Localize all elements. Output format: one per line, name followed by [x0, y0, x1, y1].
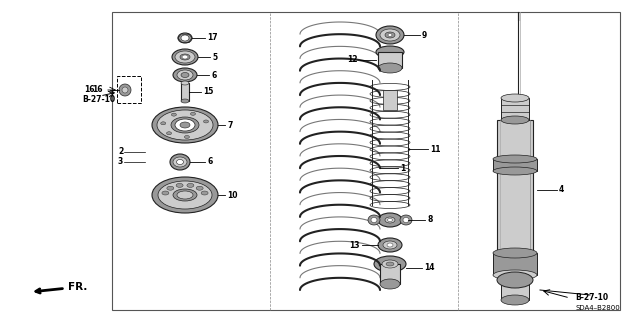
Ellipse shape — [152, 107, 218, 143]
Ellipse shape — [403, 218, 409, 222]
Ellipse shape — [378, 63, 402, 73]
Bar — [181, 83, 189, 101]
Ellipse shape — [161, 122, 166, 125]
Bar — [112, 12, 620, 310]
Ellipse shape — [497, 272, 533, 288]
Ellipse shape — [173, 189, 197, 201]
Ellipse shape — [382, 260, 398, 268]
Ellipse shape — [383, 241, 397, 249]
Ellipse shape — [119, 84, 131, 96]
Ellipse shape — [493, 155, 537, 163]
Text: 9: 9 — [422, 30, 428, 39]
Ellipse shape — [181, 99, 189, 103]
Ellipse shape — [175, 51, 195, 63]
Ellipse shape — [376, 26, 404, 44]
Text: 7: 7 — [227, 121, 232, 130]
Ellipse shape — [385, 32, 395, 38]
Ellipse shape — [388, 34, 392, 36]
Ellipse shape — [368, 215, 380, 225]
Ellipse shape — [184, 135, 189, 139]
Text: SDA4–B2800: SDA4–B2800 — [575, 305, 620, 311]
Text: 8: 8 — [427, 215, 433, 225]
Ellipse shape — [376, 46, 404, 58]
Text: 12: 12 — [348, 55, 358, 65]
Ellipse shape — [493, 248, 537, 258]
Ellipse shape — [501, 295, 529, 305]
Ellipse shape — [181, 35, 189, 41]
Text: FR.: FR. — [36, 282, 88, 293]
Ellipse shape — [187, 183, 194, 188]
Ellipse shape — [493, 270, 537, 280]
Ellipse shape — [172, 49, 198, 65]
Text: B-27-10: B-27-10 — [82, 95, 115, 105]
Bar — [497, 120, 533, 265]
Ellipse shape — [501, 116, 529, 124]
Text: 5: 5 — [212, 52, 217, 61]
Bar — [383, 90, 397, 110]
Ellipse shape — [157, 110, 213, 140]
Ellipse shape — [177, 159, 184, 164]
Ellipse shape — [501, 94, 529, 102]
Bar — [501, 98, 529, 120]
Ellipse shape — [181, 73, 189, 77]
Text: 11: 11 — [430, 145, 440, 154]
Bar — [378, 52, 402, 68]
Ellipse shape — [176, 183, 183, 188]
Text: 16: 16 — [93, 85, 103, 94]
Bar — [501, 275, 529, 300]
Text: 6: 6 — [211, 70, 216, 79]
Text: 1: 1 — [400, 164, 405, 173]
Ellipse shape — [167, 186, 174, 190]
Ellipse shape — [173, 68, 197, 82]
Text: B-27-10: B-27-10 — [575, 293, 608, 302]
Text: 15: 15 — [203, 87, 213, 97]
Ellipse shape — [166, 132, 172, 135]
Ellipse shape — [371, 218, 377, 222]
Text: 10: 10 — [227, 190, 237, 199]
Ellipse shape — [378, 238, 402, 252]
Bar — [493, 253, 537, 275]
Ellipse shape — [374, 256, 406, 272]
Ellipse shape — [380, 29, 400, 41]
Text: 16: 16 — [84, 85, 95, 94]
Ellipse shape — [171, 117, 199, 133]
Text: 2: 2 — [118, 148, 124, 156]
Ellipse shape — [122, 87, 128, 93]
Text: 6: 6 — [207, 157, 212, 166]
Ellipse shape — [180, 54, 190, 60]
Ellipse shape — [178, 33, 192, 43]
Ellipse shape — [493, 167, 537, 175]
Ellipse shape — [172, 113, 177, 116]
Ellipse shape — [191, 112, 195, 115]
Ellipse shape — [387, 219, 392, 221]
Ellipse shape — [180, 122, 190, 128]
Ellipse shape — [177, 70, 193, 80]
Ellipse shape — [177, 191, 193, 199]
Ellipse shape — [380, 279, 400, 289]
Ellipse shape — [378, 213, 402, 227]
Ellipse shape — [158, 181, 212, 209]
Ellipse shape — [204, 120, 209, 123]
Bar — [493, 159, 537, 171]
Ellipse shape — [387, 243, 393, 247]
Text: 4: 4 — [559, 186, 564, 195]
Ellipse shape — [386, 262, 394, 266]
Ellipse shape — [182, 55, 188, 59]
Bar — [380, 264, 400, 284]
Ellipse shape — [170, 154, 190, 170]
Ellipse shape — [201, 191, 208, 195]
Ellipse shape — [173, 157, 187, 167]
Ellipse shape — [152, 177, 218, 213]
Ellipse shape — [196, 186, 203, 190]
Ellipse shape — [162, 191, 169, 195]
Ellipse shape — [181, 81, 189, 85]
Text: 13: 13 — [349, 241, 360, 250]
Text: 14: 14 — [424, 263, 435, 273]
Ellipse shape — [175, 119, 195, 131]
Ellipse shape — [400, 215, 412, 225]
Ellipse shape — [385, 217, 395, 223]
Text: 3: 3 — [118, 157, 124, 166]
Text: 17: 17 — [207, 34, 218, 43]
